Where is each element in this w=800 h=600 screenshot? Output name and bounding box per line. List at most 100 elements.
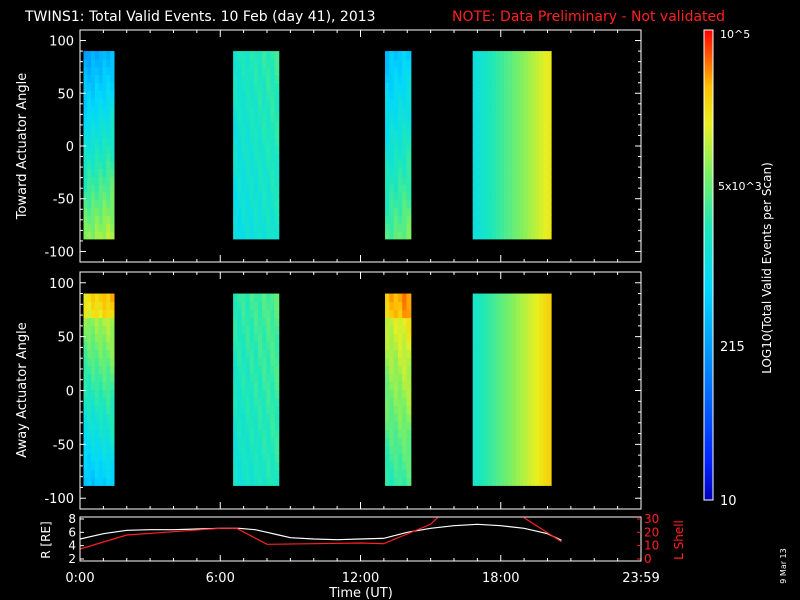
heatmap-cell (110, 389, 115, 399)
heatmap-cell (262, 51, 267, 60)
heatmap-cell (488, 82, 493, 91)
preliminary-note: NOTE: Data Preliminary - Not validated (452, 9, 725, 25)
heatmap-cell (500, 176, 505, 185)
heatmap-cell (515, 429, 521, 438)
y-tick-label: 50 (57, 87, 74, 102)
heatmap-cell (110, 293, 115, 303)
heatmap-cell (393, 113, 399, 123)
heatmap-cell (488, 421, 493, 430)
orbit-lines (80, 517, 562, 550)
heatmap-cell (507, 90, 513, 99)
heatmap-cell (253, 317, 259, 327)
heatmap-cell (539, 168, 544, 177)
heatmap-cell (511, 168, 517, 177)
heatmap-cell (547, 191, 552, 201)
heatmap-cell (245, 230, 251, 240)
heatmap-cell (262, 397, 267, 406)
heatmap-cell (484, 176, 489, 185)
heatmap-cell (98, 477, 104, 486)
heatmap-cell (527, 469, 533, 478)
heatmap-cell (249, 176, 255, 185)
heatmap-cell (504, 437, 509, 446)
heatmap-cell (245, 437, 251, 446)
heatmap-cell (106, 144, 111, 154)
heatmap-cell (245, 357, 251, 367)
heatmap-cell (262, 309, 267, 319)
heatmap-cell (245, 121, 251, 130)
heatmap-cell (270, 51, 276, 60)
heatmap-cell (507, 66, 513, 76)
heatmap-cell (504, 365, 509, 375)
heatmap-cell (472, 341, 478, 351)
heatmap-cell (535, 74, 540, 83)
heatmap-cell (507, 223, 513, 232)
heatmap-cell (519, 160, 525, 170)
heatmap-cell (535, 152, 540, 162)
heatmap-cell (98, 51, 104, 60)
heatmap-cell (110, 381, 115, 391)
heatmap-cell (492, 365, 497, 375)
heatmap-cell (492, 333, 497, 343)
heatmap-cell (91, 341, 96, 351)
heatmap-cell (110, 199, 115, 209)
heatmap-cell (87, 349, 92, 359)
heatmap-cell (480, 215, 486, 224)
heatmap-cell (527, 51, 533, 60)
heatmap-cell (385, 349, 390, 359)
heatmap-cell (257, 325, 263, 335)
heatmap-cell (535, 191, 540, 201)
heatmap-cell (241, 137, 247, 146)
heatmap-cell (253, 309, 259, 319)
heatmap-cell (535, 317, 540, 327)
heatmap-cell (241, 105, 247, 115)
heatmap-cell (472, 421, 478, 430)
heatmap-cell (531, 357, 536, 367)
heatmap-cell (523, 389, 529, 399)
heatmap-cell (253, 365, 259, 375)
heatmap-cell (94, 168, 100, 177)
heatmap-cell (385, 74, 390, 83)
heatmap-cell (535, 421, 540, 430)
heatmap-cell (539, 144, 544, 154)
heatmap-cell (94, 152, 100, 162)
heatmap-cell (547, 121, 552, 130)
heatmap-cell (262, 461, 267, 470)
heatmap-cell (511, 421, 517, 430)
heatmap-cell (245, 325, 251, 335)
heatmap-cell (406, 397, 412, 406)
heatmap-cell (94, 98, 100, 107)
heatmap-cell (393, 429, 399, 438)
heatmap-cell (511, 477, 517, 486)
heatmap-cell (523, 230, 529, 240)
heatmap-cell (274, 397, 280, 406)
heatmap-cell (94, 405, 100, 414)
heatmap-cell (500, 477, 505, 486)
heatmap-cell (385, 373, 390, 383)
heatmap-cell (535, 365, 540, 375)
heatmap-cell (98, 413, 104, 422)
heatmap-cell (389, 293, 395, 303)
heatmap-cell (511, 176, 517, 185)
heatmap-cell (523, 82, 529, 91)
heatmap-cell (492, 152, 497, 162)
heatmap-cell (496, 333, 501, 343)
heatmap-cell (257, 74, 263, 83)
heatmap-cell (98, 317, 104, 327)
heatmap-cell (393, 90, 399, 99)
heatmap-cell (492, 191, 497, 201)
heatmap-cell (519, 317, 525, 327)
heatmap-cell (480, 397, 486, 406)
heatmap-cell (389, 349, 395, 359)
heatmap-cell (515, 309, 521, 319)
heatmap-cell (94, 74, 100, 83)
heatmap-cell (237, 309, 242, 319)
heatmap-cell (389, 58, 395, 68)
heatmap-cell (98, 191, 104, 201)
heatmap-cell (274, 477, 280, 486)
heatmap-cell (406, 58, 412, 68)
heatmap-cell (504, 129, 509, 138)
heatmap-cell (245, 477, 251, 486)
time-tick-label: 18:00 (482, 571, 519, 586)
heatmap-cell (535, 223, 540, 232)
